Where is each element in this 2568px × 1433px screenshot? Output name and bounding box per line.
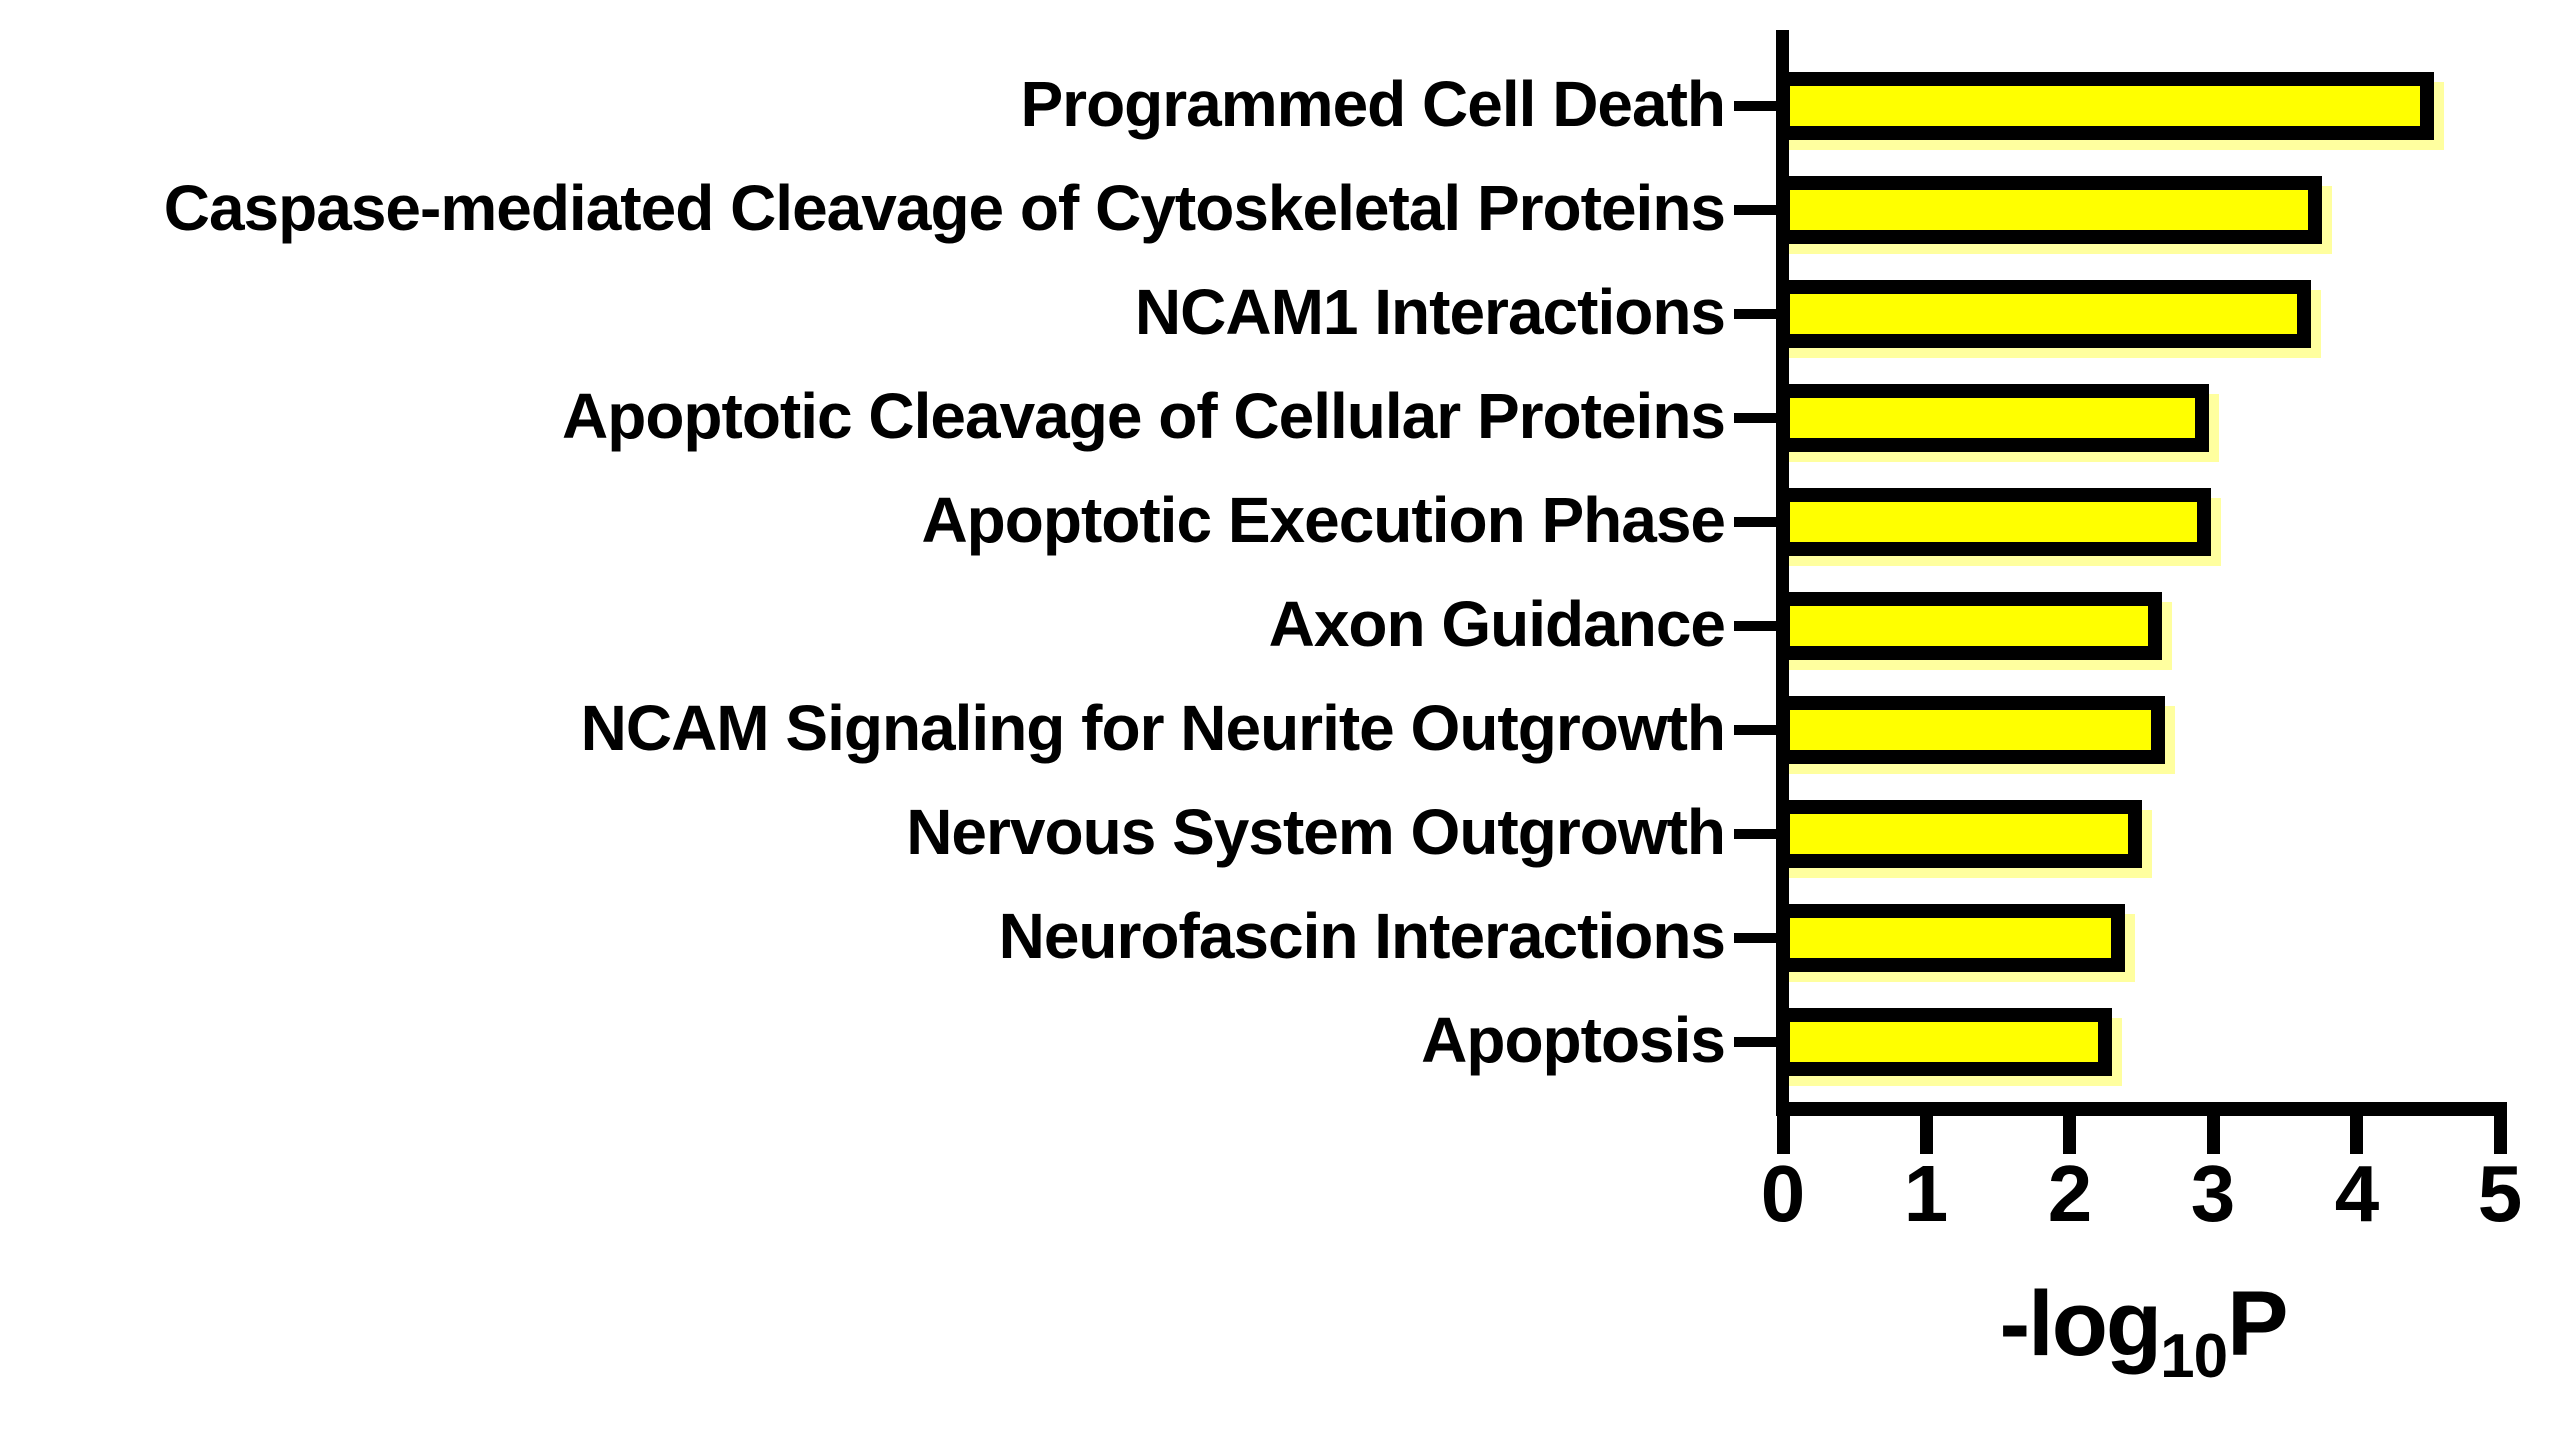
bar-row: Axon Guidance (0, 588, 2568, 660)
category-label: NCAM Signaling for Neurite Outgrowth (580, 691, 1726, 764)
category-tick-mark (1734, 517, 1783, 527)
category-tick-mark (1734, 933, 1783, 943)
x-tick-mark (2350, 1112, 2363, 1154)
bar (1776, 384, 2209, 452)
category-label: Axon Guidance (1268, 587, 1726, 660)
category-tick-mark (1734, 309, 1783, 319)
category-tick-mark (1734, 205, 1783, 215)
bar (1776, 488, 2211, 556)
bar-row: Apoptosis (0, 1004, 2568, 1076)
bar (1776, 176, 2322, 244)
bar-row: Caspase-mediated Cleavage of Cytoskeleta… (0, 172, 2568, 244)
bar (1776, 280, 2311, 348)
bar-row: Apoptotic Cleavage of Cellular Proteins (0, 380, 2568, 452)
category-tick-mark (1734, 829, 1783, 839)
category-label: Neurofascin Interactions (998, 899, 1726, 972)
x-tick-label: 3 (2190, 1149, 2236, 1238)
x-tick-label: 4 (2334, 1149, 2380, 1238)
x-tick-label: 5 (2477, 1149, 2523, 1238)
x-tick-mark (1920, 1112, 1933, 1154)
category-label: NCAM1 Interactions (1134, 275, 1726, 348)
bar (1776, 800, 2142, 868)
category-tick-mark (1734, 725, 1783, 735)
x-axis-title-subscript: 10 (2160, 1322, 2228, 1391)
bar-row: Apoptotic Execution Phase (0, 484, 2568, 556)
x-tick-mark (2063, 1112, 2076, 1154)
x-tick-mark (1777, 1112, 1790, 1154)
bar-row: NCAM1 Interactions (0, 276, 2568, 348)
x-tick-mark (2494, 1112, 2507, 1154)
category-tick-mark (1734, 413, 1783, 423)
bar-row: Programmed Cell Death (0, 68, 2568, 140)
bar (1776, 904, 2125, 972)
category-label: Apoptosis (1421, 1003, 1726, 1076)
category-label: Nervous System Outgrowth (906, 795, 1726, 868)
x-axis-title-prefix: -log (1999, 1273, 2163, 1375)
bar (1776, 1008, 2112, 1076)
category-tick-mark (1734, 101, 1783, 111)
category-label: Programmed Cell Death (1020, 67, 1726, 140)
x-axis-title-suffix: P (2227, 1273, 2288, 1375)
x-axis-title: -log10P (1793, 1272, 2493, 1388)
y-axis-line (1776, 30, 1789, 1116)
bar-row: NCAM Signaling for Neurite Outgrowth (0, 692, 2568, 764)
category-label: Caspase-mediated Cleavage of Cytoskeleta… (163, 171, 1726, 244)
category-tick-mark (1734, 1037, 1783, 1047)
bar-row: Nervous System Outgrowth (0, 796, 2568, 868)
category-label: Apoptotic Cleavage of Cellular Proteins (562, 379, 1726, 452)
bar (1776, 592, 2162, 660)
bar-row: Neurofascin Interactions (0, 900, 2568, 972)
category-label: Apoptotic Execution Phase (921, 483, 1726, 556)
x-tick-mark (2207, 1112, 2220, 1154)
x-axis-line (1776, 1102, 2507, 1116)
category-tick-mark (1734, 621, 1783, 631)
x-tick-label: 1 (1903, 1149, 1949, 1238)
bar (1776, 72, 2434, 140)
bar (1776, 696, 2165, 764)
x-tick-label: 2 (2047, 1149, 2093, 1238)
x-tick-label: 0 (1760, 1149, 1806, 1238)
